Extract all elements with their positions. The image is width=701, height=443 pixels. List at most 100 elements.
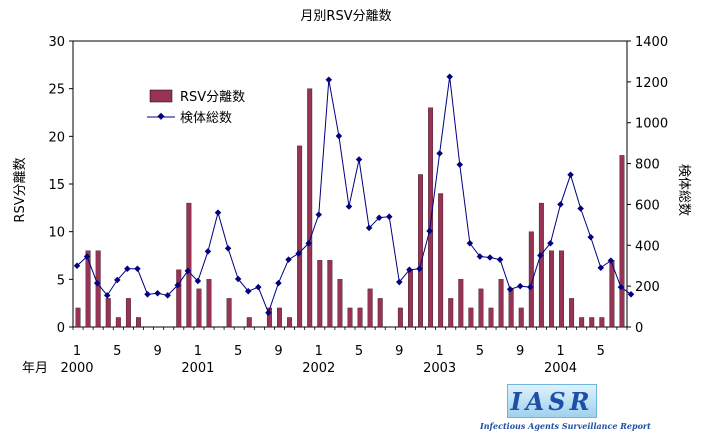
line-point bbox=[466, 239, 474, 247]
left-tick-label: 0 bbox=[57, 321, 65, 336]
line-point bbox=[486, 254, 494, 261]
line-point bbox=[355, 156, 363, 163]
line-point bbox=[577, 205, 584, 212]
bar bbox=[407, 269, 413, 328]
line-point bbox=[446, 73, 453, 81]
line-point bbox=[265, 309, 272, 316]
bar bbox=[327, 260, 333, 328]
line-point bbox=[93, 279, 101, 287]
bar bbox=[95, 250, 101, 328]
line-point bbox=[184, 267, 192, 275]
bar bbox=[538, 202, 544, 328]
line-point bbox=[627, 291, 635, 298]
line-point bbox=[456, 161, 464, 168]
line-point bbox=[547, 239, 554, 247]
line-point bbox=[345, 203, 353, 210]
line-point bbox=[244, 287, 252, 295]
x-axis: 1 5 9 1 5 9 1 5 9 1 5 9 1 5 2000 2001 2002 2003 2004 bbox=[60, 327, 628, 376]
line-point bbox=[154, 290, 161, 297]
line-point bbox=[144, 291, 151, 298]
bar bbox=[226, 298, 232, 328]
line-point bbox=[476, 253, 484, 260]
bar bbox=[85, 250, 91, 328]
line-point bbox=[365, 224, 373, 232]
bar bbox=[287, 317, 293, 328]
line-point bbox=[224, 245, 232, 252]
bar bbox=[488, 307, 494, 328]
line-point bbox=[174, 281, 181, 289]
right-tick-label: 800 bbox=[635, 158, 660, 173]
right-axis-title: 検体総数 bbox=[676, 164, 691, 216]
bar bbox=[397, 307, 403, 328]
line-point bbox=[597, 264, 605, 272]
line-point bbox=[234, 275, 242, 283]
line-point bbox=[617, 283, 625, 291]
month-tick-label: 1 bbox=[315, 344, 323, 359]
year-label: 2000 bbox=[60, 361, 93, 376]
bar bbox=[136, 317, 141, 328]
month-tick-label: 1 bbox=[194, 344, 202, 359]
bar bbox=[448, 298, 454, 328]
line-point bbox=[557, 201, 564, 208]
bar bbox=[549, 250, 554, 328]
bar-series bbox=[75, 88, 625, 328]
bar bbox=[206, 279, 212, 328]
bar bbox=[458, 279, 464, 328]
bar bbox=[266, 307, 272, 328]
bar bbox=[125, 298, 131, 328]
line-point bbox=[416, 265, 423, 273]
line-point bbox=[315, 211, 323, 218]
bar bbox=[418, 174, 423, 328]
month-tick-label: 1 bbox=[556, 344, 564, 359]
line-point bbox=[406, 266, 413, 274]
line-point bbox=[567, 171, 574, 179]
line-point bbox=[396, 278, 403, 286]
iasr-logo-text: IASR bbox=[510, 387, 594, 416]
bar bbox=[468, 307, 474, 328]
month-tick-label: 9 bbox=[274, 344, 282, 359]
line-point bbox=[295, 250, 302, 257]
bar bbox=[347, 307, 353, 328]
month-tick-label: 1 bbox=[73, 344, 81, 359]
line-point bbox=[516, 282, 524, 290]
line-point bbox=[426, 227, 433, 235]
line-point bbox=[436, 150, 443, 157]
plot-frame bbox=[72, 40, 628, 328]
bar bbox=[115, 317, 121, 328]
bar bbox=[498, 279, 504, 328]
month-tick-label: 5 bbox=[355, 344, 363, 359]
month-tick-label: 9 bbox=[153, 344, 161, 359]
month-tick-label: 5 bbox=[234, 344, 242, 359]
plot-area bbox=[72, 40, 628, 328]
line-point bbox=[134, 265, 141, 273]
bar bbox=[619, 155, 625, 328]
line-point bbox=[385, 213, 393, 220]
right-tick-label: 1000 bbox=[635, 117, 668, 132]
line-point bbox=[275, 279, 282, 287]
bar bbox=[277, 307, 282, 328]
bar bbox=[579, 317, 585, 328]
x-axis-title: 年月 bbox=[22, 361, 48, 376]
line-point bbox=[537, 252, 544, 259]
legend-bar-label: RSV分離数 bbox=[180, 90, 245, 105]
left-tick-label: 25 bbox=[48, 83, 65, 98]
chart-title: 月別RSV分離数 bbox=[300, 9, 391, 24]
bar bbox=[518, 307, 524, 328]
bar bbox=[609, 260, 615, 328]
left-tick-label: 10 bbox=[48, 226, 65, 241]
bar bbox=[307, 88, 313, 328]
bar bbox=[337, 279, 343, 328]
line-point bbox=[194, 277, 202, 285]
line-point bbox=[305, 239, 312, 247]
iasr-logo-subtitle: Infectious Agents Surveillance Report bbox=[480, 421, 651, 431]
line-point bbox=[124, 265, 131, 273]
line-point bbox=[325, 76, 333, 84]
line-point bbox=[255, 283, 262, 291]
line-path bbox=[76, 76, 632, 315]
month-tick-label: 9 bbox=[516, 344, 524, 359]
bar bbox=[478, 288, 484, 328]
line-point bbox=[103, 292, 111, 299]
bar bbox=[297, 145, 303, 328]
year-label: 2001 bbox=[181, 361, 214, 376]
bar bbox=[528, 231, 534, 328]
